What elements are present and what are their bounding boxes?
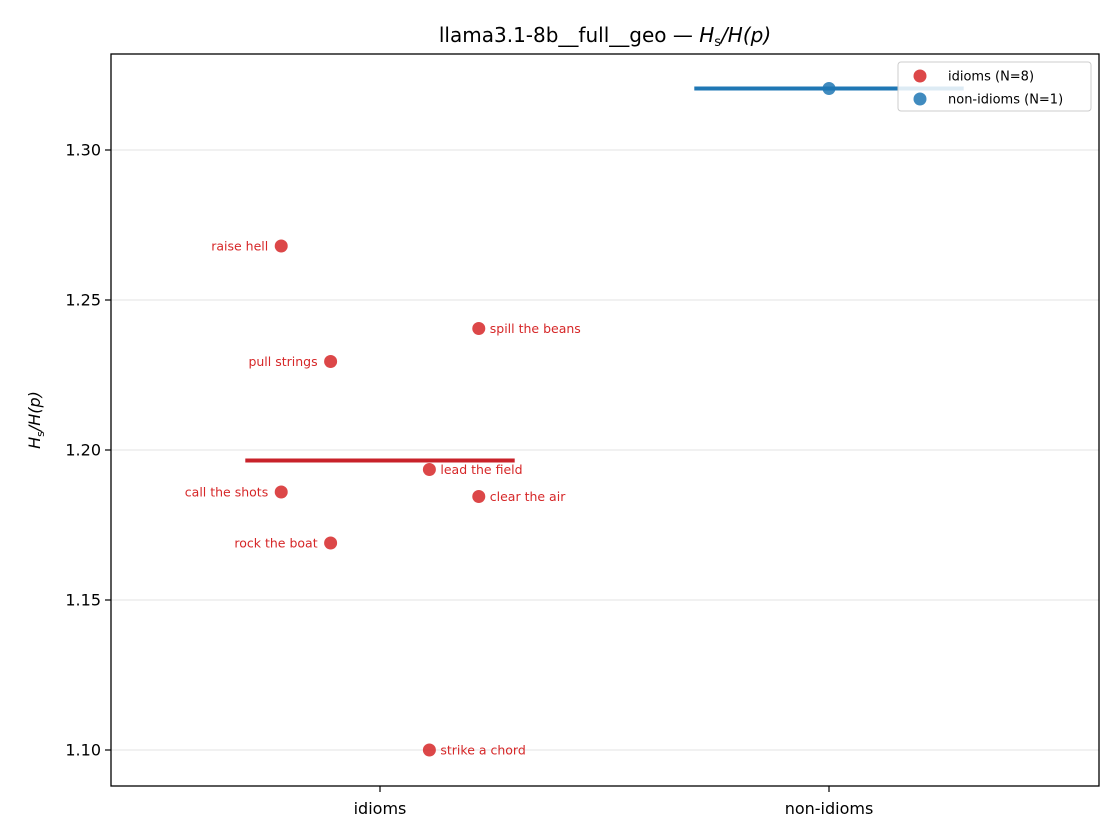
point-label: strike a chord: [440, 743, 525, 758]
data-point: [472, 322, 486, 335]
plot-frame: [110, 53, 1100, 787]
x-tick-label: idioms: [354, 799, 407, 818]
y-tick-label: 1.30: [65, 141, 101, 160]
x-axis: idioms non-idioms: [354, 786, 874, 818]
grid: [111, 149, 1099, 751]
y-tick-label: 1.20: [65, 441, 101, 460]
legend-label-idioms: idioms (N=8): [948, 70, 1034, 85]
legend-label-non-idioms: non-idioms (N=1): [948, 93, 1063, 108]
chart-title: llama3.1-8b__full__geo — Hs/H(p): [439, 23, 771, 50]
data-point: [422, 463, 436, 476]
legend: idioms (N=8) non-idioms (N=1): [897, 61, 1092, 112]
data-point: [472, 490, 486, 503]
data-point: [274, 239, 288, 253]
point-label: call the shots: [185, 485, 268, 500]
data-point: [822, 82, 836, 95]
data-point: [324, 355, 338, 368]
y-axis: 1.10 1.15 1.20 1.25 1.30: [65, 141, 111, 760]
point-label: rock the boat: [234, 536, 317, 551]
point-label: pull strings: [248, 354, 317, 369]
y-axis-label: Hs/H(p): [25, 391, 47, 449]
point-label: spill the beans: [490, 321, 581, 336]
x-tick-label: non-idioms: [785, 799, 874, 818]
legend-box: [897, 61, 1092, 112]
point-labels: raise hell spill the beans pull strings lea…: [185, 239, 581, 758]
data-point: [274, 485, 288, 499]
legend-marker-idioms: [913, 69, 927, 83]
y-tick-label: 1.25: [65, 291, 101, 310]
point-label: lead the field: [440, 462, 522, 477]
legend-marker-non-idioms: [913, 92, 927, 106]
point-label: clear the air: [490, 489, 566, 504]
data-points: [274, 82, 836, 757]
data-point: [324, 536, 338, 550]
y-tick-label: 1.10: [65, 741, 101, 760]
data-point: [422, 743, 436, 757]
y-tick-label: 1.15: [65, 591, 101, 610]
point-label: raise hell: [211, 239, 268, 254]
